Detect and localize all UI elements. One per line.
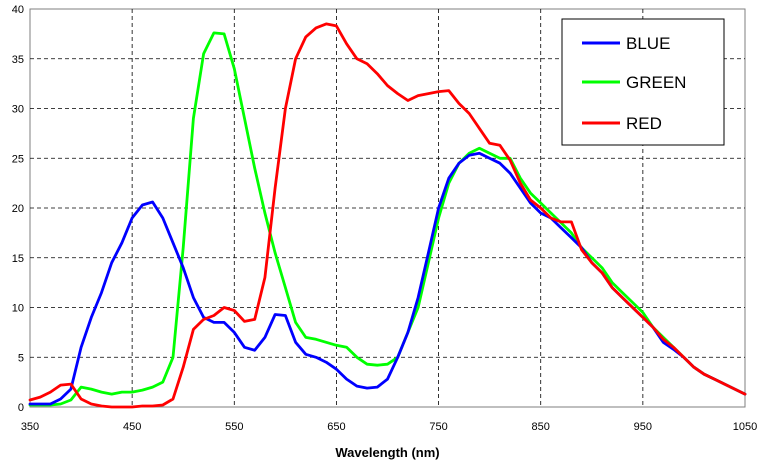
y-axis-ticks: 0 5 10 15 20 25 30 35 40 xyxy=(12,4,24,414)
y-tick-label: 40 xyxy=(12,4,24,16)
legend: BLUE GREEN RED xyxy=(561,18,725,146)
y-tick-label: 20 xyxy=(12,203,24,215)
y-tick-label: 35 xyxy=(12,54,24,66)
legend-label-red: RED xyxy=(626,114,662,133)
y-tick-label: 30 xyxy=(12,104,24,116)
x-tick-label: 1050 xyxy=(733,421,757,433)
x-tick-label: 350 xyxy=(21,421,39,433)
x-tick-label: 550 xyxy=(225,421,243,433)
y-tick-label: 5 xyxy=(18,352,24,364)
x-tick-label: 650 xyxy=(327,421,345,433)
y-tick-label: 15 xyxy=(12,253,24,265)
y-tick-label: 25 xyxy=(12,153,24,165)
legend-label-green: GREEN xyxy=(626,73,686,92)
legend-label-blue: BLUE xyxy=(626,34,670,53)
series-line-red xyxy=(28,22,747,409)
x-axis-title: Wavelength (nm) xyxy=(335,445,439,460)
series-line-green xyxy=(28,31,747,407)
x-tick-label: 850 xyxy=(532,421,550,433)
x-tick-label: 950 xyxy=(634,421,652,433)
x-axis-ticks: 350 450 550 650 750 850 950 1050 xyxy=(21,421,757,433)
y-tick-label: 0 xyxy=(18,402,24,414)
series-lines xyxy=(28,22,747,409)
y-tick-label: 10 xyxy=(12,303,24,315)
x-tick-label: 450 xyxy=(123,421,141,433)
x-tick-label: 750 xyxy=(429,421,447,433)
